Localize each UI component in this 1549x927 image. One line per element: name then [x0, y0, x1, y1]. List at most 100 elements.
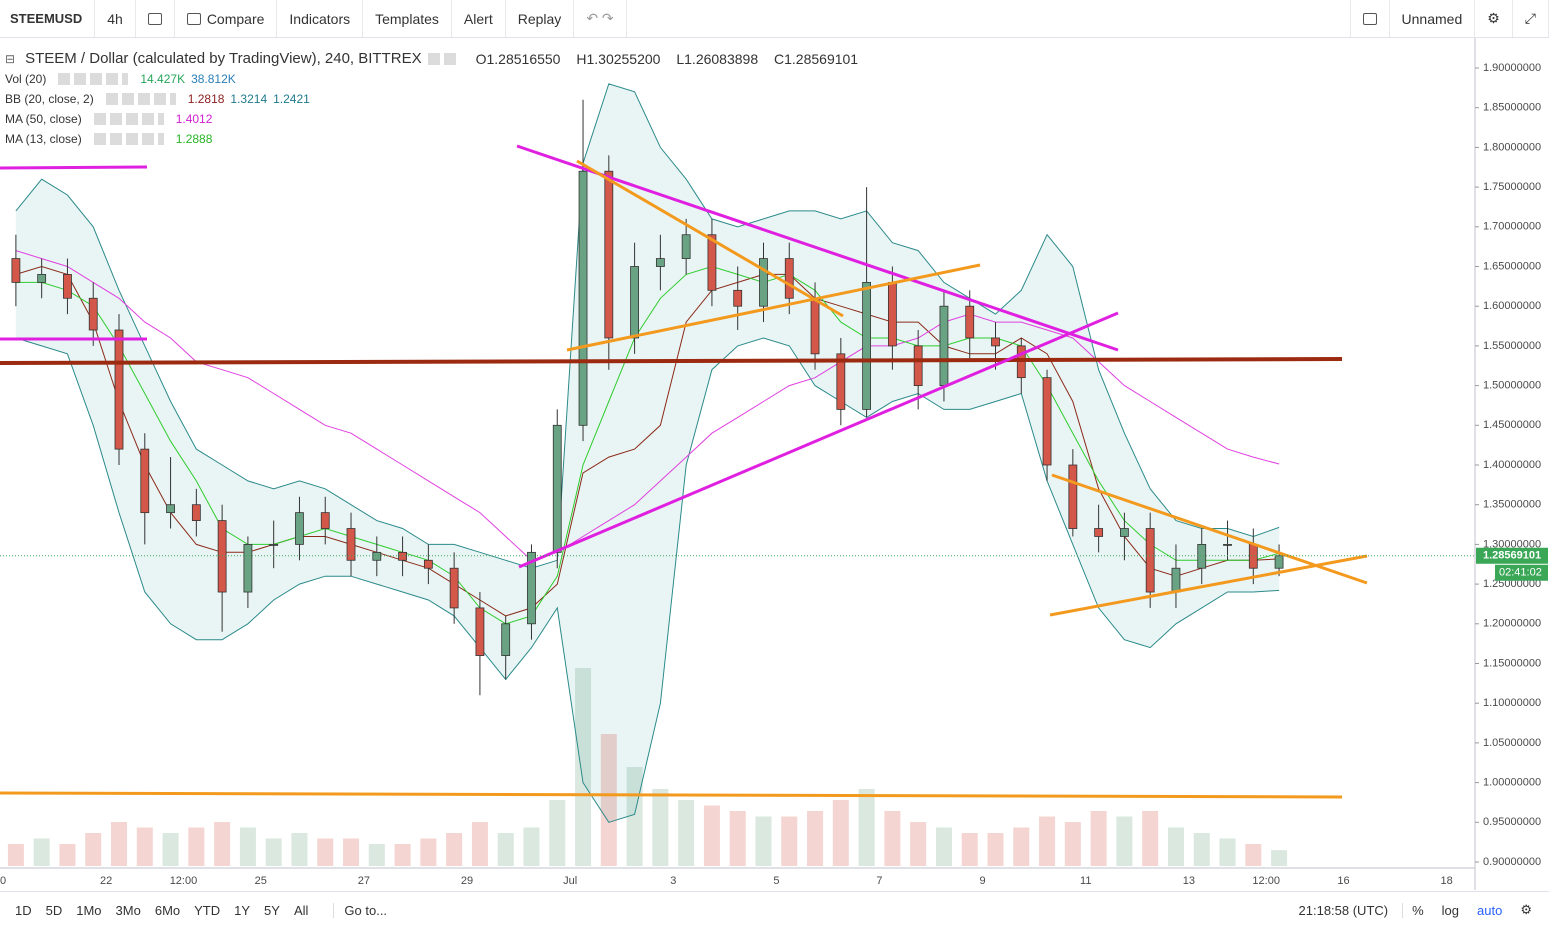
collapse[interactable]: ⊟ — [5, 52, 16, 66]
candle-body — [527, 551, 536, 625]
candle-body — [630, 266, 639, 339]
candle-body — [140, 448, 150, 514]
indicator-value: 1.2888 — [175, 132, 213, 146]
x-tick-label: 29 — [461, 875, 473, 887]
candle-body — [423, 559, 433, 569]
candle-body — [681, 234, 691, 259]
range[interactable]: All — [293, 902, 309, 918]
symbol[interactable]: STEEMUSD — [0, 0, 96, 37]
x-tick-label: 3 — [670, 875, 676, 887]
indicator-row: MA (13, close) 1.2888 — [5, 129, 858, 149]
candle-body — [784, 258, 794, 299]
indicator-name[interactable]: MA (13, close) — [5, 132, 82, 146]
candle-body — [243, 544, 253, 593]
countdown: 02:41:02 — [1499, 567, 1542, 579]
y-tick-label: 1.35000000 — [1483, 499, 1541, 511]
layout[interactable]: Unnamed — [1390, 0, 1476, 37]
candle-body — [346, 528, 356, 561]
fullscreen-box[interactable] — [1349, 0, 1390, 37]
range[interactable]: 1Y — [234, 902, 251, 918]
auto[interactable]: auto — [1477, 902, 1503, 918]
range[interactable]: YTD — [194, 902, 221, 918]
volume-bar — [832, 800, 849, 866]
x-tick-label: 7 — [876, 875, 882, 887]
buttons[interactable] — [58, 73, 129, 85]
drawing-horizontal — [0, 165, 148, 170]
volume-bar — [781, 816, 798, 866]
volume-bar — [755, 816, 772, 866]
volume-bar — [729, 811, 746, 866]
buttons[interactable] — [93, 133, 164, 145]
candle-body — [1145, 528, 1155, 593]
templates[interactable]: Templates — [363, 0, 452, 37]
y-tick-label: 1.60000000 — [1483, 300, 1541, 312]
range[interactable]: 3Mo — [115, 902, 141, 918]
volume-bar — [471, 822, 488, 866]
indicators[interactable]: Indicators — [277, 0, 364, 37]
volume-bar — [987, 833, 1004, 866]
volume-bar — [1116, 816, 1133, 866]
log[interactable]: log — [1441, 902, 1460, 918]
candle-body — [320, 512, 330, 529]
candle-body — [552, 424, 562, 553]
volume-bar — [188, 827, 205, 866]
indicator-name[interactable]: Vol (20) — [5, 72, 47, 86]
candle-body — [1042, 377, 1052, 466]
buttons[interactable] — [93, 113, 164, 125]
candle-body — [965, 305, 975, 339]
range[interactable]: 1Mo — [76, 902, 102, 918]
volume-bar — [858, 789, 875, 866]
indicator-name[interactable]: BB (20, close, 2) — [5, 92, 94, 106]
volume-bar — [394, 844, 411, 866]
volume-bar — [111, 822, 128, 866]
volume-bar — [420, 838, 437, 866]
alert[interactable]: Alert — [452, 0, 506, 37]
replay[interactable]: Replay — [506, 0, 575, 37]
fullscreen[interactable]: ⤢ — [1513, 0, 1549, 37]
ohlc: O1.28516550 H1.30255200 L1.26083898 C1.2… — [476, 49, 858, 69]
undo-redo[interactable]: ↶ ↷ — [574, 0, 627, 37]
compare[interactable]: Compare — [175, 0, 278, 37]
buttons[interactable] — [105, 93, 176, 105]
candle-body — [475, 607, 485, 656]
bottom-bar: 1D 5D 1Mo 3Mo 6Mo YTD 1Y 5Y All Go to...… — [0, 891, 1549, 927]
interval[interactable]: 4h — [95, 0, 136, 37]
y-tick-label: 1.10000000 — [1483, 697, 1541, 709]
indicator-value: 1.2421 — [273, 92, 310, 106]
ohlc-key: L — [676, 51, 685, 67]
candle-body — [114, 329, 124, 450]
range[interactable]: 5Y — [264, 902, 280, 918]
candle-body — [862, 281, 872, 410]
y-tick-label: 1.30000000 — [1483, 538, 1541, 550]
settings[interactable]: ⚙ — [1475, 0, 1513, 37]
x-tick-label: 9 — [980, 875, 986, 887]
volume — [7, 668, 1288, 866]
icon — [147, 12, 162, 25]
bands — [15, 83, 1280, 823]
goto[interactable]: Go to... — [333, 902, 387, 918]
range[interactable]: 5D — [45, 902, 63, 918]
drawing-trendline — [576, 159, 844, 318]
indicator-name[interactable]: MA (50, close) — [5, 112, 82, 126]
icon — [186, 12, 201, 25]
ohlc-key: H — [576, 51, 587, 67]
range[interactable]: 1D — [15, 902, 32, 918]
volume-bar — [1193, 833, 1210, 866]
candle-body — [295, 512, 304, 545]
chart-style[interactable] — [136, 0, 175, 37]
y-tick-label: 1.80000000 — [1483, 141, 1541, 153]
y-tick-label: 0.95000000 — [1483, 816, 1541, 828]
last-price-tag — [1476, 547, 1548, 564]
indicator-row: BB (20, close, 2) 1.2818 1.3214 1.2421 — [5, 89, 858, 109]
volume-bar — [807, 811, 824, 866]
range[interactable]: 6Mo — [154, 902, 181, 918]
label: Unnamed — [1401, 10, 1463, 27]
buttons[interactable] — [427, 53, 460, 65]
volume-bar — [1064, 822, 1081, 866]
x-tick-label: 12:00 — [1252, 875, 1280, 887]
percent[interactable]: % — [1412, 902, 1424, 918]
volume-bar — [1013, 827, 1030, 866]
settings[interactable]: ⚙ — [1520, 902, 1532, 917]
candle-body — [913, 345, 923, 386]
y-tick-label: 1.90000000 — [1483, 62, 1541, 74]
